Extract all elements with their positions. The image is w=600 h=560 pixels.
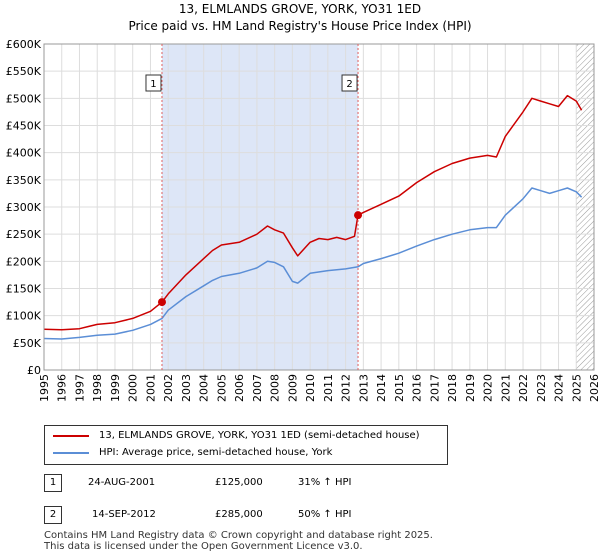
y-tick-label: £50K [13, 337, 42, 350]
y-tick-label: £150K [6, 283, 42, 296]
x-tick-label: 2013 [357, 374, 370, 402]
x-tick-label: 2011 [322, 374, 335, 402]
x-tick-label: 2005 [215, 374, 228, 402]
x-tick-label: 2026 [588, 374, 600, 402]
x-tick-label: 2024 [553, 374, 566, 402]
x-tick-label: 2023 [535, 374, 548, 402]
x-tick-label: 2017 [428, 374, 441, 402]
x-tick-label: 2000 [127, 374, 140, 402]
price-chart: £0 £50K £100K £150K £200K £250K £300K £350K £400… [6, 38, 600, 402]
legend: 13, ELMLANDS GROVE, YORK, YO31 1ED (semi… [44, 425, 448, 465]
x-tick-label: 1995 [38, 374, 51, 402]
footer-licence: This data is licensed under the Open Gov… [44, 541, 363, 552]
x-tick-label: 2008 [269, 374, 282, 402]
transaction-number: 1 [44, 474, 62, 492]
transaction-number: 2 [44, 506, 62, 524]
x-tick-label: 2019 [464, 374, 477, 402]
transaction-point [157, 298, 166, 307]
legend-hpi-swatch [53, 452, 89, 454]
x-tick-label: 2001 [144, 374, 157, 402]
x-tick-label: 2020 [482, 374, 495, 402]
hpi-line [43, 187, 583, 340]
y-tick-label: £550K [6, 65, 42, 78]
y-tick-label: £100K [6, 310, 42, 323]
x-tick-label: 2022 [517, 374, 530, 402]
x-tick-label: 2014 [375, 374, 388, 402]
x-tick-label: 2021 [499, 374, 512, 402]
x-tick-label: 2002 [162, 374, 175, 402]
y-tick-label: £450K [6, 120, 42, 133]
footer-copyright: Contains HM Land Registry data © Crown c… [44, 530, 433, 541]
x-tick-label: 2012 [340, 374, 353, 402]
x-tick-label: 2016 [411, 374, 424, 402]
y-tick-label: £400K [6, 147, 42, 160]
transaction-marker-label: 1 [150, 79, 156, 90]
x-tick-label: 1999 [109, 374, 122, 402]
y-tick-label: £300K [6, 201, 42, 214]
chart-title: 13, ELMLANDS GROVE, YORK, YO31 1ED [178, 2, 422, 16]
transaction-price: £285,000 [215, 509, 263, 520]
y-tick-label: £600K [6, 38, 42, 51]
x-tick-label: 1996 [56, 374, 69, 402]
x-tick-label: 1998 [91, 374, 104, 402]
property-price-line [43, 94, 583, 331]
legend-hpi-label: HPI: Average price, semi-detached house,… [99, 447, 333, 458]
transaction-marker-box [341, 74, 358, 92]
y-tick-label: £200K [6, 255, 42, 268]
chart-subtitle: Price paid vs. HM Land Registry's House … [128, 19, 472, 33]
transaction-marker-box [145, 74, 162, 92]
x-tick-label: 2010 [304, 374, 317, 402]
x-tick-label: 2009 [286, 374, 299, 402]
transaction-date: 24-AUG-2001 [88, 477, 156, 488]
footer: Contains HM Land Registry data © Crown c… [44, 530, 433, 552]
transaction-date: 14-SEP-2012 [92, 509, 156, 520]
x-tick-label: 2018 [446, 374, 459, 402]
x-tick-label: 1997 [73, 374, 86, 402]
x-tick-label: 2006 [233, 374, 246, 402]
plot-border [43, 43, 595, 371]
y-tick-label: £350K [6, 174, 42, 187]
y-tick-label: £500K [6, 92, 42, 105]
x-tick-label: 2003 [180, 374, 193, 402]
legend-property-swatch [53, 435, 89, 437]
x-tick-label: 2004 [198, 374, 211, 402]
transaction-hpi: 50% ↑ HPI [298, 509, 352, 520]
transaction-marker-label: 2 [346, 79, 352, 90]
transaction-hpi: 31% ↑ HPI [298, 477, 352, 488]
x-tick-label: 2025 [570, 374, 583, 402]
legend-property-label: 13, ELMLANDS GROVE, YORK, YO31 1ED (semi… [99, 430, 420, 441]
x-tick-label: 2007 [251, 374, 264, 402]
transaction-point [354, 211, 363, 220]
transaction-price: £125,000 [215, 477, 263, 488]
y-tick-label: £250K [6, 228, 42, 241]
x-tick-label: 2015 [393, 374, 406, 402]
y-tick-label: £0 [27, 364, 41, 377]
